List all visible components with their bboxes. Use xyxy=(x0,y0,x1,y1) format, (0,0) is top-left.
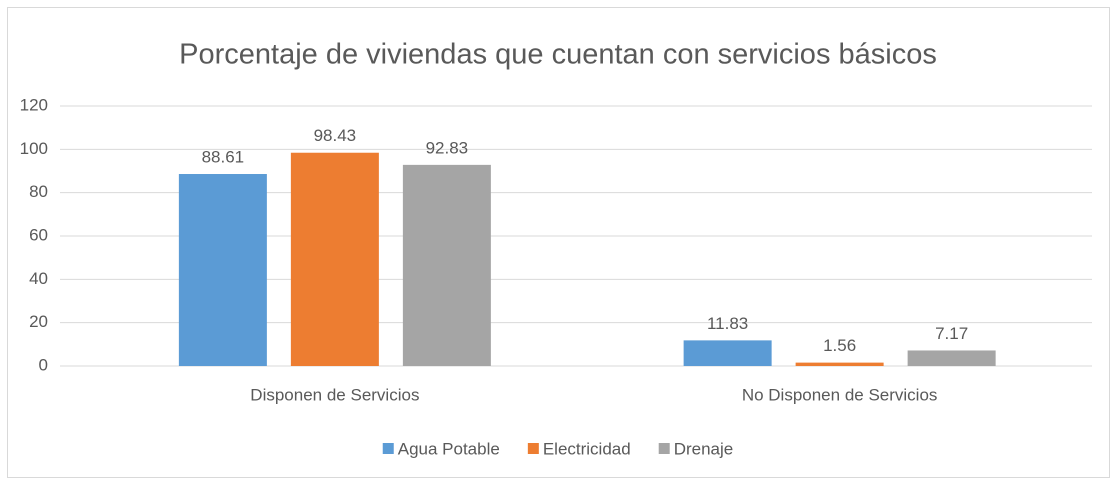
y-tick-label: 40 xyxy=(29,269,48,288)
y-tick-label: 120 xyxy=(20,95,48,114)
y-tick-label: 80 xyxy=(29,182,48,201)
x-tick-label: No Disponen de Servicios xyxy=(742,385,938,404)
y-tick-label: 20 xyxy=(29,312,48,331)
data-label: 7.17 xyxy=(935,324,968,343)
bar xyxy=(290,152,379,366)
bar xyxy=(907,350,996,366)
legend-swatch xyxy=(658,443,670,454)
chart-border xyxy=(7,7,1110,478)
data-label: 1.56 xyxy=(823,336,856,355)
data-label: 92.83 xyxy=(426,138,469,157)
bar xyxy=(402,164,491,366)
x-tick-label: Disponen de Servicios xyxy=(250,385,419,404)
bar xyxy=(178,174,267,366)
legend-label: Electricidad xyxy=(543,439,631,458)
y-tick-label: 60 xyxy=(29,225,48,244)
legend-label: Agua Potable xyxy=(398,439,500,458)
chart-title: Porcentaje de viviendas que cuentan con … xyxy=(179,39,937,71)
data-label: 98.43 xyxy=(314,126,357,145)
legend-swatch xyxy=(527,443,539,454)
y-tick-label: 100 xyxy=(20,139,48,158)
legend-swatch xyxy=(382,443,394,454)
data-label: 88.61 xyxy=(202,147,245,166)
y-tick-label: 0 xyxy=(39,355,48,374)
bar xyxy=(683,340,772,366)
legend-label: Drenaje xyxy=(674,439,734,458)
bar xyxy=(795,362,884,366)
data-label: 11.83 xyxy=(707,314,748,333)
